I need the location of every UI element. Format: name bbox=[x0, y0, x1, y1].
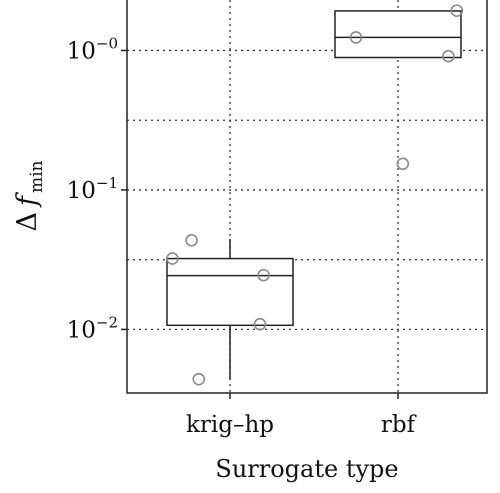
box-rbf bbox=[334, 10, 462, 59]
data-point bbox=[349, 31, 363, 44]
y-tick-label: 10−1 bbox=[67, 174, 118, 204]
y-tick-exponent: −1 bbox=[96, 174, 118, 192]
x-tick-label: krig–hp bbox=[186, 412, 274, 438]
x-tick-label: rbf bbox=[381, 412, 417, 438]
data-point bbox=[166, 252, 179, 265]
y-tick-exponent: −0 bbox=[96, 34, 118, 52]
data-point bbox=[185, 234, 198, 247]
y-tick-base: 10 bbox=[67, 178, 96, 204]
box-krig-hp bbox=[166, 238, 294, 380]
data-point bbox=[450, 4, 464, 17]
x-axis-ticks: krig–hp rbf bbox=[186, 393, 417, 438]
data-point bbox=[253, 317, 267, 331]
y-tick-base: 10 bbox=[67, 317, 96, 343]
x-axis-title: Surrogate type bbox=[215, 455, 398, 483]
data-point bbox=[192, 372, 206, 386]
y-axis-title-delta: Δ bbox=[12, 212, 43, 232]
box-iqr bbox=[166, 257, 294, 327]
y-tick-exponent: −2 bbox=[96, 313, 118, 331]
data-point bbox=[396, 157, 410, 171]
data-point bbox=[257, 268, 270, 282]
data-points bbox=[166, 4, 464, 386]
y-tick-label: 10−2 bbox=[67, 313, 118, 343]
box-iqr bbox=[334, 10, 462, 59]
boxes bbox=[166, 10, 462, 380]
y-axis-ticks: 10−210−110−0 bbox=[67, 34, 127, 343]
plot-frame bbox=[126, 0, 488, 394]
plot-area-background bbox=[127, 0, 487, 393]
y-axis-title: Δfmin bbox=[12, 160, 47, 231]
y-tick-label: 10−0 bbox=[67, 34, 118, 64]
data-point bbox=[442, 49, 455, 63]
y-tick-base: 10 bbox=[67, 38, 96, 64]
y-axis-title-sub: min bbox=[27, 160, 47, 193]
y-axis-title-var: f bbox=[12, 192, 43, 208]
